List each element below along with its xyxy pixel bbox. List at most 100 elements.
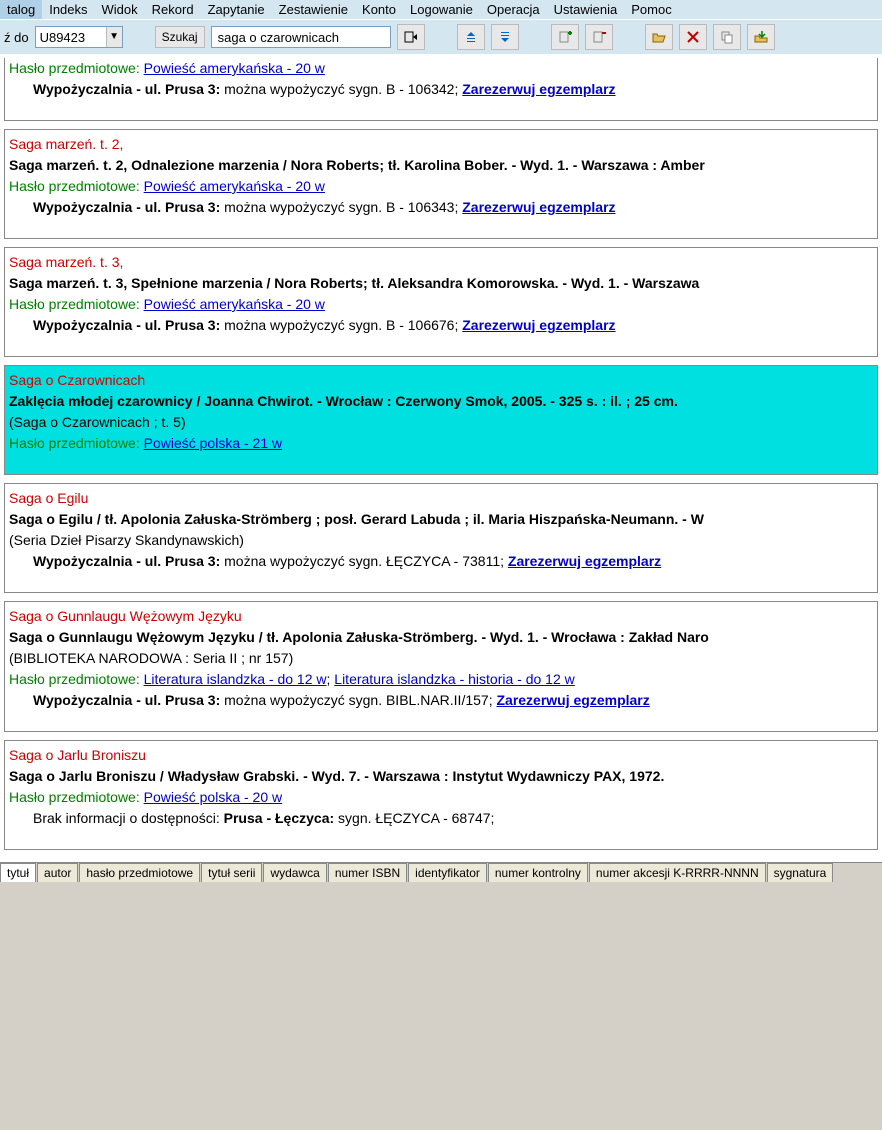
record-series: (Seria Dzieł Pisarzy Skandynawskich) [9, 530, 873, 551]
menu-zestawienie[interactable]: Zestawienie [272, 0, 355, 19]
bottom-tabs: tytułautorhasło przedmiotowetytuł seriiw… [0, 862, 882, 882]
menu-indeks[interactable]: Indeks [42, 0, 94, 19]
record-title: Saga marzeń. t. 3, [9, 252, 873, 273]
subject-label: Hasło przedmiotowe: [9, 60, 140, 76]
subject-link[interactable]: Literatura islandzka - do 12 w [144, 671, 327, 687]
location-prefix: Wypożyczalnia - ul. Prusa 3: [33, 553, 220, 569]
reserve-link[interactable]: Zarezerwuj egzemplarz [462, 199, 615, 215]
sort-desc-icon[interactable] [491, 24, 519, 50]
location-prefix: Wypożyczalnia - ul. Prusa 3: [33, 317, 220, 333]
record-title: Saga o Jarlu Broniszu [9, 745, 873, 766]
subject-link[interactable]: Powieść polska - 21 w [144, 435, 283, 451]
subject-link[interactable]: Literatura islandzka - historia - do 12 … [334, 671, 574, 687]
menu-rekord[interactable]: Rekord [145, 0, 201, 19]
location-prefix: Wypożyczalnia - ul. Prusa 3: [33, 81, 220, 97]
subject-label: Hasło przedmiotowe: [9, 296, 140, 312]
record-description: Saga marzeń. t. 3, Spełnione marzenia / … [9, 273, 873, 294]
menu-bar: talogIndeksWidokRekordZapytanieZestawien… [0, 0, 882, 19]
reserve-link[interactable]: Zarezerwuj egzemplarz [462, 317, 615, 333]
record-item[interactable]: Saga marzeń. t. 2,Saga marzeń. t. 2, Odn… [4, 129, 878, 239]
goto-input[interactable] [36, 28, 106, 47]
search-go-icon[interactable] [397, 24, 425, 50]
results-list: Hasło przedmiotowe: Powieść amerykańska … [0, 54, 882, 862]
tab-hasło-przedmiotowe[interactable]: hasło przedmiotowe [79, 863, 200, 882]
record-item[interactable]: Saga o Gunnlaugu Wężowym JęzykuSaga o Gu… [4, 601, 878, 732]
menu-operacja[interactable]: Operacja [480, 0, 547, 19]
subject-link[interactable]: Powieść polska - 20 w [144, 789, 283, 805]
record-location: Wypożyczalnia - ul. Prusa 3: można wypoż… [9, 690, 873, 711]
record-title: Saga o Egilu [9, 488, 873, 509]
reserve-link[interactable]: Zarezerwuj egzemplarz [508, 553, 661, 569]
subject-label: Hasło przedmiotowe: [9, 671, 140, 687]
delete-icon[interactable] [679, 24, 707, 50]
tab-wydawca[interactable]: wydawca [263, 863, 326, 882]
tab-autor[interactable]: autor [37, 863, 78, 882]
record-item[interactable]: Saga o CzarownicachZaklęcia młodej czaro… [4, 365, 878, 475]
tab-numer-akcesji-K-RRRR-NNNN[interactable]: numer akcesji K-RRRR-NNNN [589, 863, 766, 882]
location-text: można wypożyczyć sygn. BIBL.NAR.II/157; [220, 692, 496, 708]
menu-talog[interactable]: talog [0, 0, 42, 19]
subject-link[interactable]: Powieść amerykańska - 20 w [144, 296, 325, 312]
reserve-link[interactable]: Zarezerwuj egzemplarz [462, 81, 615, 97]
record-series: (Saga o Czarownicach ; t. 5) [9, 412, 873, 433]
dropdown-icon[interactable]: ▼ [106, 27, 122, 47]
record-subject-row: Hasło przedmiotowe: Powieść amerykańska … [9, 58, 873, 79]
copy-icon[interactable] [713, 24, 741, 50]
tab-sygnatura[interactable]: sygnatura [767, 863, 834, 882]
menu-pomoc[interactable]: Pomoc [624, 0, 678, 19]
record-location: Wypożyczalnia - ul. Prusa 3: można wypoż… [9, 197, 873, 218]
search-input[interactable] [211, 26, 391, 48]
subject-link[interactable]: Powieść amerykańska - 20 w [144, 178, 325, 194]
location-text: można wypożyczyć sygn. B - 106342; [220, 81, 462, 97]
tab-numer-kontrolny[interactable]: numer kontrolny [488, 863, 588, 882]
remove-record-icon[interactable] [585, 24, 613, 50]
location-text: można wypożyczyć sygn. ŁĘCZYCA - 73811; [220, 553, 508, 569]
export-icon[interactable] [747, 24, 775, 50]
record-subject-row: Hasło przedmiotowe: Powieść amerykańska … [9, 176, 873, 197]
record-location: Wypożyczalnia - ul. Prusa 3: można wypoż… [9, 315, 873, 336]
location-text: można wypożyczyć sygn. B - 106676; [220, 317, 462, 333]
record-subject-row: Hasło przedmiotowe: Literatura islandzka… [9, 669, 873, 690]
record-item[interactable]: Hasło przedmiotowe: Powieść amerykańska … [4, 58, 878, 121]
open-icon[interactable] [645, 24, 673, 50]
goto-combo[interactable]: ▼ [35, 26, 123, 48]
record-description: Saga marzeń. t. 2, Odnalezione marzenia … [9, 155, 873, 176]
record-description: Zaklęcia młodej czarownicy / Joanna Chwi… [9, 391, 873, 412]
record-location: Wypożyczalnia - ul. Prusa 3: można wypoż… [9, 79, 873, 100]
location-prefix: Wypożyczalnia - ul. Prusa 3: [33, 692, 220, 708]
record-subject-row: Hasło przedmiotowe: Powieść polska - 20 … [9, 787, 873, 808]
location-text: można wypożyczyć sygn. B - 106343; [220, 199, 462, 215]
menu-widok[interactable]: Widok [95, 0, 145, 19]
record-title: Saga o Czarownicach [9, 370, 873, 391]
record-noinfo: Brak informacji o dostępności: Prusa - Ł… [9, 808, 873, 829]
menu-logowanie[interactable]: Logowanie [403, 0, 480, 19]
subject-label: Hasło przedmiotowe: [9, 435, 140, 451]
record-title: Saga o Gunnlaugu Wężowym Języku [9, 606, 873, 627]
goto-label: ź do [4, 30, 29, 45]
add-record-icon[interactable] [551, 24, 579, 50]
subject-link[interactable]: Powieść amerykańska - 20 w [144, 60, 325, 76]
record-item[interactable]: Saga o EgiluSaga o Egilu / tł. Apolonia … [4, 483, 878, 593]
tab-tytuł-serii[interactable]: tytuł serii [201, 863, 262, 882]
tab-numer-ISBN[interactable]: numer ISBN [328, 863, 407, 882]
record-subject-row: Hasło przedmiotowe: Powieść amerykańska … [9, 294, 873, 315]
location-prefix: Wypożyczalnia - ul. Prusa 3: [33, 199, 220, 215]
record-description: Saga o Egilu / tł. Apolonia Załuska-Strö… [9, 509, 873, 530]
menu-konto[interactable]: Konto [355, 0, 403, 19]
tab-identyfikator[interactable]: identyfikator [408, 863, 487, 882]
subject-label: Hasło przedmiotowe: [9, 178, 140, 194]
search-label: Szukaj [155, 26, 205, 48]
sort-asc-icon[interactable] [457, 24, 485, 50]
subject-label: Hasło przedmiotowe: [9, 789, 140, 805]
record-series: (BIBLIOTEKA NARODOWA : Seria II ; nr 157… [9, 648, 873, 669]
record-title: Saga marzeń. t. 2, [9, 134, 873, 155]
record-subject-row: Hasło przedmiotowe: Powieść polska - 21 … [9, 433, 873, 454]
menu-ustawienia[interactable]: Ustawienia [547, 0, 625, 19]
record-item[interactable]: Saga marzeń. t. 3,Saga marzeń. t. 3, Spe… [4, 247, 878, 357]
reserve-link[interactable]: Zarezerwuj egzemplarz [496, 692, 649, 708]
tab-tytuł[interactable]: tytuł [0, 863, 36, 882]
record-item[interactable]: Saga o Jarlu BroniszuSaga o Jarlu Bronis… [4, 740, 878, 850]
menu-zapytanie[interactable]: Zapytanie [201, 0, 272, 19]
record-location: Wypożyczalnia - ul. Prusa 3: można wypoż… [9, 551, 873, 572]
record-description: Saga o Gunnlaugu Wężowym Języku / tł. Ap… [9, 627, 873, 648]
